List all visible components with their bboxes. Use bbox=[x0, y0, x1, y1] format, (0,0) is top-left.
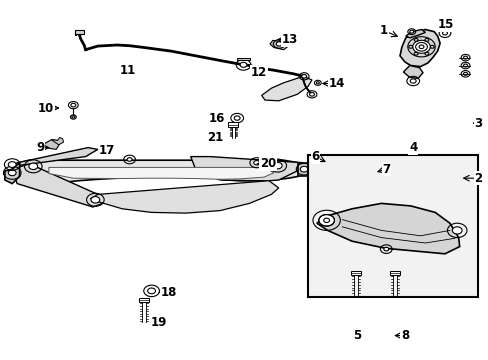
Polygon shape bbox=[5, 163, 20, 184]
Circle shape bbox=[276, 42, 282, 46]
Bar bbox=[307, 155, 477, 297]
Circle shape bbox=[409, 79, 415, 83]
Circle shape bbox=[463, 56, 467, 59]
Polygon shape bbox=[12, 148, 98, 166]
Circle shape bbox=[451, 227, 461, 234]
Circle shape bbox=[91, 197, 100, 203]
Text: 3: 3 bbox=[473, 117, 481, 130]
Circle shape bbox=[240, 62, 246, 67]
Text: 13: 13 bbox=[281, 33, 297, 46]
Text: 16: 16 bbox=[208, 112, 225, 125]
Circle shape bbox=[127, 158, 132, 161]
Polygon shape bbox=[298, 163, 310, 176]
Bar bbox=[139, 298, 149, 302]
Circle shape bbox=[234, 116, 240, 120]
Circle shape bbox=[463, 72, 467, 75]
Circle shape bbox=[412, 40, 429, 53]
Circle shape bbox=[29, 163, 38, 170]
Polygon shape bbox=[51, 138, 63, 145]
Text: 4: 4 bbox=[408, 141, 416, 154]
Text: 15: 15 bbox=[437, 18, 453, 31]
Circle shape bbox=[409, 30, 413, 33]
Text: 9: 9 bbox=[36, 141, 44, 154]
Text: 7: 7 bbox=[382, 163, 389, 176]
Text: 10: 10 bbox=[38, 102, 54, 114]
Circle shape bbox=[71, 103, 76, 107]
Polygon shape bbox=[403, 66, 422, 78]
Text: 1: 1 bbox=[379, 24, 387, 37]
Circle shape bbox=[309, 93, 314, 96]
Circle shape bbox=[253, 161, 259, 165]
Bar bbox=[350, 271, 360, 275]
Circle shape bbox=[442, 31, 447, 35]
Bar bbox=[75, 30, 84, 34]
Circle shape bbox=[316, 82, 319, 84]
Circle shape bbox=[318, 215, 334, 226]
Polygon shape bbox=[190, 157, 303, 181]
Circle shape bbox=[301, 75, 306, 78]
Text: 17: 17 bbox=[98, 144, 115, 157]
Text: 2: 2 bbox=[473, 172, 481, 185]
Polygon shape bbox=[405, 30, 425, 38]
Polygon shape bbox=[44, 140, 60, 149]
Circle shape bbox=[418, 45, 423, 49]
Circle shape bbox=[273, 162, 282, 169]
Circle shape bbox=[147, 288, 155, 294]
Circle shape bbox=[8, 170, 16, 176]
Text: 8: 8 bbox=[400, 329, 408, 342]
Polygon shape bbox=[399, 30, 439, 67]
Polygon shape bbox=[237, 58, 249, 60]
Polygon shape bbox=[12, 164, 107, 207]
Polygon shape bbox=[12, 160, 303, 184]
Text: 21: 21 bbox=[206, 131, 223, 144]
Text: 5: 5 bbox=[352, 329, 360, 342]
Circle shape bbox=[8, 162, 16, 167]
Circle shape bbox=[323, 218, 329, 222]
Text: 18: 18 bbox=[160, 286, 177, 299]
Polygon shape bbox=[90, 181, 278, 213]
Text: 6: 6 bbox=[311, 150, 319, 163]
Circle shape bbox=[72, 116, 75, 118]
Text: 12: 12 bbox=[250, 66, 267, 78]
Polygon shape bbox=[316, 203, 459, 254]
Circle shape bbox=[383, 247, 388, 251]
Text: 19: 19 bbox=[150, 316, 167, 329]
Polygon shape bbox=[49, 167, 273, 179]
Polygon shape bbox=[269, 40, 287, 50]
Text: 14: 14 bbox=[327, 77, 344, 90]
Circle shape bbox=[463, 64, 467, 67]
Text: 11: 11 bbox=[120, 64, 136, 77]
Text: 20: 20 bbox=[259, 157, 276, 170]
Bar bbox=[228, 122, 238, 127]
Circle shape bbox=[300, 166, 307, 172]
Bar bbox=[389, 271, 399, 275]
Polygon shape bbox=[261, 76, 311, 101]
